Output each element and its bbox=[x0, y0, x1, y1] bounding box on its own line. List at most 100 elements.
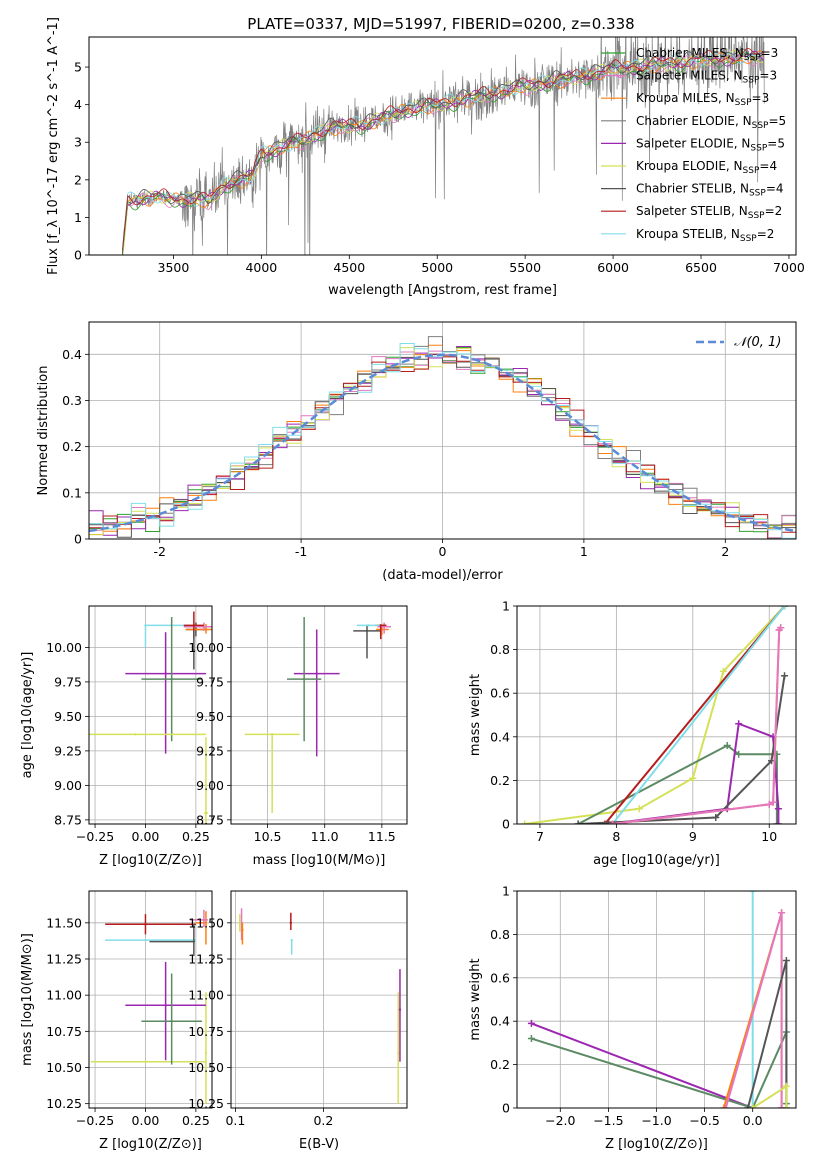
series-marker bbox=[749, 891, 757, 895]
x-tick-label: 4500 bbox=[333, 260, 365, 275]
x-tick-label: -1 bbox=[295, 544, 307, 559]
x-tick-label: 8 bbox=[612, 829, 620, 844]
x-axis-label: wavelength [Angstrom, rest frame] bbox=[328, 283, 557, 298]
legend-entry: Chabrier ELODIE, NSSP=5 bbox=[636, 114, 786, 131]
y-axis-label: Flux [f_λ 10^-17 erg cm^-2 s^-1 A^-1] bbox=[46, 17, 61, 275]
model-spectrum-line bbox=[122, 50, 764, 255]
y-axis-label: Normed distribution bbox=[36, 366, 51, 496]
normal-curve bbox=[89, 353, 794, 533]
data-point bbox=[192, 648, 196, 652]
x-tick-label: −1.0 bbox=[641, 1113, 671, 1128]
series-marker bbox=[777, 624, 785, 632]
series-marker bbox=[749, 1104, 757, 1108]
series-marker bbox=[773, 820, 781, 824]
y-tick-label: 9.50 bbox=[54, 709, 82, 724]
data-point bbox=[289, 921, 293, 925]
figure-title: PLATE=0337, MJD=51997, FIBERID=0200, z=0… bbox=[247, 15, 634, 33]
series-marker bbox=[720, 1104, 728, 1108]
y-tick-label: 0.2 bbox=[62, 439, 82, 454]
series-marker bbox=[781, 672, 789, 680]
series-marker bbox=[521, 820, 529, 824]
series-marker bbox=[781, 606, 789, 610]
series-marker bbox=[782, 956, 790, 964]
series-marker bbox=[735, 720, 743, 728]
legend-entry: Salpeter ELODIE, NSSP=5 bbox=[636, 136, 785, 153]
x-tick-label: 0.25 bbox=[182, 1113, 210, 1128]
axes-frame bbox=[516, 890, 797, 1109]
y-tick-label: 11.50 bbox=[188, 915, 224, 930]
data-point bbox=[164, 672, 167, 675]
legend-entry: Kroupa MILES, NSSP=3 bbox=[636, 91, 769, 108]
y-tick-label: 0.3 bbox=[62, 393, 82, 408]
series-line bbox=[611, 606, 786, 824]
x-tick-label: 5000 bbox=[421, 260, 453, 275]
data-point bbox=[202, 918, 206, 922]
y-tick-label: 1 bbox=[74, 210, 82, 225]
x-tick-label: 6500 bbox=[685, 260, 717, 275]
panel-residuals: -2 -1 0 1 2 0 0.1 0.2 0.3 0.4 𝒩(0, 1) (data-model)/… bbox=[36, 321, 797, 583]
y-tick-label: 0 bbox=[502, 817, 510, 832]
series-marker bbox=[712, 813, 720, 821]
y-tick-label: 11.00 bbox=[188, 988, 224, 1003]
x-tick-label: 0.25 bbox=[182, 829, 210, 844]
data-point bbox=[144, 1060, 147, 1063]
series-marker bbox=[735, 750, 743, 758]
y-tick-label: 10.25 bbox=[46, 1096, 82, 1111]
y-tick-label: 9.00 bbox=[196, 778, 224, 793]
model-spectrum-line bbox=[122, 47, 764, 251]
data-point bbox=[397, 1051, 400, 1055]
series-marker bbox=[719, 667, 727, 675]
y-tick-label: 0.8 bbox=[490, 927, 510, 942]
panel-age_vs_Z: −0.25 0.00 0.25 8.75 9.00 9.25 9.50 9.75 10.00 Z … bbox=[20, 605, 213, 868]
legend-entry: 𝒩(0, 1) bbox=[734, 335, 781, 350]
axes-frame bbox=[88, 321, 797, 540]
y-tick-label: 9.75 bbox=[54, 674, 82, 689]
series-line bbox=[578, 675, 786, 824]
x-axis-label: (data-model)/error bbox=[382, 568, 503, 583]
data-point bbox=[366, 624, 370, 627]
data-point bbox=[170, 677, 173, 681]
y-tick-label: 0 bbox=[74, 532, 82, 547]
plot-area-mass_vs_EBV bbox=[238, 908, 402, 1104]
legend-entry: Salpeter STELIB, NSSP=2 bbox=[636, 204, 782, 221]
y-tick-label: 4 bbox=[74, 97, 82, 112]
y-axis-label: mass weight bbox=[468, 958, 483, 1040]
series-marker bbox=[744, 1104, 752, 1108]
y-tick-label: 0 bbox=[74, 248, 82, 263]
y-tick-label: 0.8 bbox=[490, 642, 510, 657]
y-tick-label: 9.25 bbox=[54, 743, 82, 758]
data-point bbox=[398, 1008, 402, 1011]
y-tick-label: 1 bbox=[502, 884, 510, 899]
y-tick-label: 10.50 bbox=[46, 1060, 82, 1075]
x-tick-label: 0.1 bbox=[225, 1113, 245, 1128]
x-axis-label: mass [log10(M/M⊙)] bbox=[253, 853, 386, 868]
series-marker bbox=[778, 1104, 786, 1108]
data-point bbox=[365, 629, 369, 633]
data-point bbox=[134, 733, 137, 736]
plot-area-massweight_vs_Z bbox=[527, 891, 790, 1108]
panel-massweight_vs_age: 7 8 9 10 0 0.2 0.4 0.6 0.8 1 age [log10(age/yr)] ma… bbox=[468, 599, 797, 868]
y-tick-label: 0.6 bbox=[490, 970, 510, 985]
y-tick-label: 11.25 bbox=[188, 951, 224, 966]
x-axis-label: Z [log10(Z/Z⊙)] bbox=[99, 1137, 202, 1152]
series-marker bbox=[769, 798, 777, 806]
y-tick-label: 11.25 bbox=[46, 951, 82, 966]
data-point bbox=[204, 811, 208, 815]
x-tick-label: 11.0 bbox=[311, 829, 339, 844]
legend-entry: Chabrier STELIB, NSSP=4 bbox=[636, 182, 784, 199]
axes-frame bbox=[516, 605, 797, 825]
plot-area-age_vs_Z bbox=[89, 611, 212, 824]
series-line bbox=[531, 1022, 754, 1108]
axes-frame bbox=[88, 605, 213, 825]
axes-frame bbox=[88, 890, 213, 1109]
series-marker bbox=[601, 820, 609, 824]
data-point bbox=[270, 733, 274, 736]
data-point bbox=[204, 921, 208, 925]
series-marker bbox=[527, 1019, 535, 1027]
series-marker bbox=[609, 820, 617, 824]
y-tick-label: 8.75 bbox=[54, 812, 82, 827]
x-tick-label: 7 bbox=[536, 829, 544, 844]
legend-entry: Salpeter MILES, NSSP=3 bbox=[636, 69, 777, 86]
plot-area-residuals bbox=[89, 336, 796, 539]
panel-mass_vs_Z: −0.25 0.00 0.25 10.25 10.50 10.75 11.00 11.25 11… bbox=[20, 890, 213, 1152]
